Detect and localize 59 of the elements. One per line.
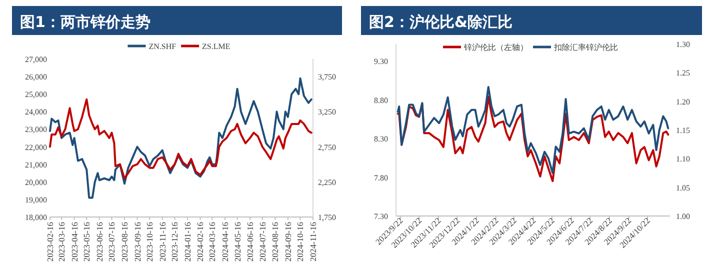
x-tick-label: 2023-03-16 xyxy=(56,222,67,262)
chart-title: 图1：两市锌价走势 xyxy=(20,13,150,31)
y-tick-label: 7.80 xyxy=(374,173,388,182)
chart-title: 图2：沪伦比&除汇比 xyxy=(369,13,513,31)
x-tick-label: 2024-11-16 xyxy=(308,222,318,262)
y-tick-label: 18,000 xyxy=(25,213,47,222)
legend-label: 锌沪伦比（左轴） xyxy=(463,43,528,52)
legend-label: ZS.LME xyxy=(202,42,230,51)
y-tick-label: 9.30 xyxy=(374,57,388,66)
y2-tick-label: 1.15 xyxy=(676,126,690,135)
x-tick-label: 2023-07-16 xyxy=(106,222,117,262)
x-tick-label: 2024-03-16 xyxy=(207,222,218,262)
y-tick-label: 8.80 xyxy=(374,96,388,105)
line-series xyxy=(396,96,670,182)
y-tick-label: 24,000 xyxy=(25,108,47,117)
y-tick-label: 20,000 xyxy=(25,178,47,187)
x-tick-label: 2023-05-16 xyxy=(82,222,92,262)
y-tick-label: 19,000 xyxy=(25,195,47,204)
y2-tick-label: 1.30 xyxy=(676,40,690,49)
x-tick-label: 2024-02-16 xyxy=(195,222,206,262)
y-tick-label: 25,000 xyxy=(25,90,47,100)
x-tick-label: 2024-08-16 xyxy=(270,222,280,262)
x-tick-label: 2023-08-16 xyxy=(119,222,130,262)
y2-tick-label: 3,250 xyxy=(318,108,336,117)
x-tick-label: 2023-11-16 xyxy=(157,222,168,262)
line-series xyxy=(396,86,670,174)
y-tick-label: 22,000 xyxy=(25,142,47,152)
x-tick-label: 2023-06-16 xyxy=(94,222,104,262)
y2-tick-label: 2,250 xyxy=(318,178,336,187)
y2-tick-label: 1.10 xyxy=(676,154,690,164)
x-tick-label: 2023-10-16 xyxy=(144,222,155,262)
x-tick-label: 2024-01-16 xyxy=(182,222,192,262)
x-tick-label: 2024-09-16 xyxy=(282,222,293,262)
legend-label: ZN.SHF xyxy=(148,42,177,51)
y-tick-label: 21,000 xyxy=(25,160,47,170)
x-tick-label: 2024-05-16 xyxy=(232,222,242,262)
line-series xyxy=(49,77,312,199)
x-tick-label: 2023-02-16 xyxy=(45,222,55,262)
x-tick-label: 2024-06-16 xyxy=(245,222,256,262)
y2-tick-label: 1.05 xyxy=(676,183,690,192)
y2-tick-label: 1.00 xyxy=(676,212,690,221)
x-tick-label: 2024-07-16 xyxy=(257,222,268,262)
x-tick-label: 2023-12-16 xyxy=(170,222,180,262)
line-series xyxy=(49,98,312,180)
x-tick-label: 2023-09-16 xyxy=(132,222,142,262)
y2-tick-label: 1,750 xyxy=(318,213,336,222)
y2-tick-label: 1.25 xyxy=(676,68,690,78)
y-tick-label: 23,000 xyxy=(25,125,47,134)
y2-tick-label: 3,750 xyxy=(318,72,336,82)
y-tick-label: 27,000 xyxy=(25,55,47,64)
legend-label: 扣除汇率锌沪伦比 xyxy=(553,43,618,52)
y-tick-label: 26,000 xyxy=(25,72,47,82)
y2-tick-label: 1.20 xyxy=(676,97,690,106)
y-tick-label: 8.30 xyxy=(374,134,388,144)
y-tick-label: 7.30 xyxy=(374,212,388,221)
y2-tick-label: 2,750 xyxy=(318,142,336,152)
x-tick-label: 2024-10-16 xyxy=(295,222,306,262)
x-tick-label: 2024-04-16 xyxy=(220,222,230,262)
x-tick-label: 2023-04-16 xyxy=(69,222,80,262)
